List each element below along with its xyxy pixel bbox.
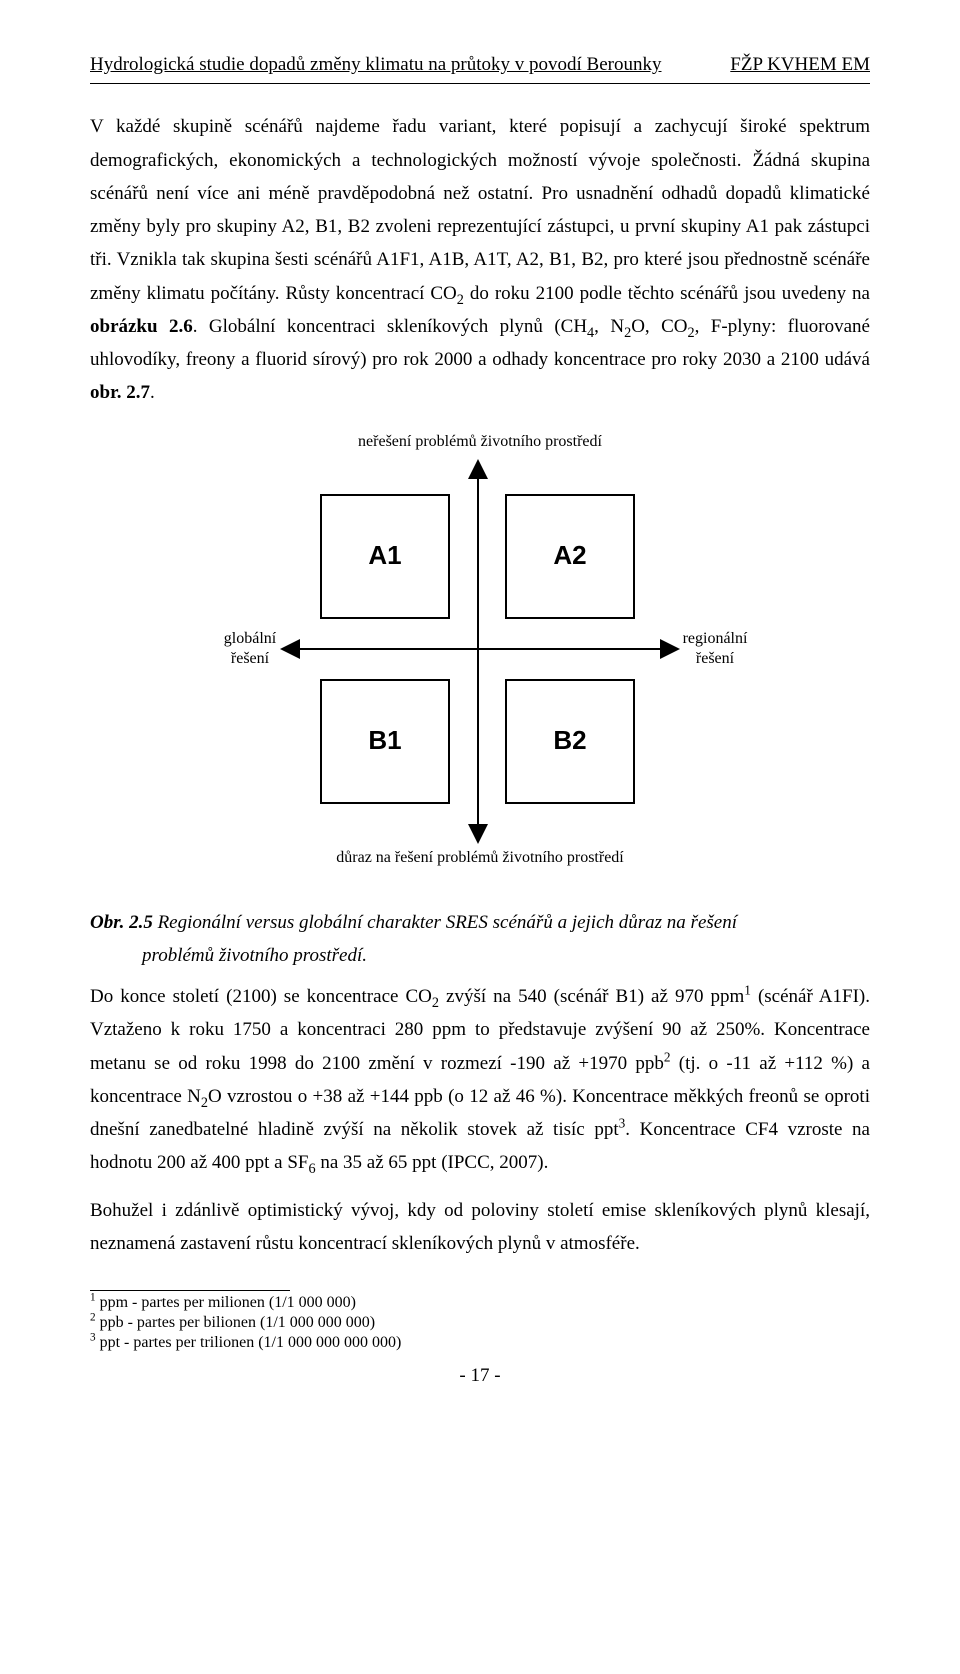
header-left: Hydrologická studie dopadů změny klimatu…	[90, 48, 661, 81]
footnote-2-text: ppb - partes per bilionen (1/1 000 000 0…	[96, 1314, 376, 1331]
footnote-1: 1 ppm - partes per milionen (1/1 000 000…	[90, 1293, 870, 1313]
box-a2: A2	[505, 494, 635, 619]
caption-text-a: Regionální versus globální charakter SRE…	[153, 912, 737, 933]
sub-2: 2	[457, 291, 464, 307]
sub-2e: 2	[201, 1095, 208, 1111]
sub-2c: 2	[688, 325, 695, 341]
sub-2d: 2	[432, 995, 439, 1011]
p1-text-b: do roku 2100 podle těchto scénářů jsou u…	[464, 283, 870, 304]
p1-bold-ref2: obr. 2.7	[90, 382, 150, 403]
caption-label: Obr. 2.5	[90, 912, 153, 933]
footnote-separator	[90, 1290, 290, 1291]
sres-diagram: neřešení problémů životního prostředí dů…	[220, 424, 740, 884]
box-b2: B2	[505, 679, 635, 804]
p1-bold-ref: obrázku 2.6	[90, 316, 193, 337]
page: Hydrologická studie dopadů změny klimatu…	[0, 0, 960, 1432]
footnote-3-text: ppt - partes per trilionen (1/1 000 000 …	[96, 1334, 402, 1351]
diagram-label-top: neřešení problémů životního prostředí	[220, 432, 740, 453]
paragraph-3: Bohužel i zdánlivě optimistický vývoj, k…	[90, 1194, 870, 1261]
p1-text-c: . Globální koncentraci skleníkových plyn…	[193, 316, 587, 337]
footnote-2: 2 ppb - partes per bilionen (1/1 000 000…	[90, 1313, 870, 1333]
sub-6: 6	[309, 1161, 316, 1177]
p2-text-a: Do konce století (2100) se koncentrace C…	[90, 986, 432, 1007]
paragraph-2: Do konce století (2100) se koncentrace C…	[90, 980, 870, 1180]
footnote-1-text: ppm - partes per milionen (1/1 000 000)	[96, 1294, 356, 1311]
footref-1: 1	[744, 983, 751, 998]
footnote-3: 3 ppt - partes per trilionen (1/1 000 00…	[90, 1333, 870, 1353]
box-b1: B1	[320, 679, 450, 804]
diagram-label-right: regionální řešení	[670, 629, 760, 671]
figure-caption: Obr. 2.5 Regionální versus globální char…	[90, 906, 870, 973]
p2-text-g: na 35 až 65 ppt (IPCC, 2007).	[316, 1152, 549, 1173]
page-number: - 17 -	[90, 1359, 870, 1392]
running-header: Hydrologická studie dopadů změny klimatu…	[90, 48, 870, 84]
footnotes: 1 ppm - partes per milionen (1/1 000 000…	[90, 1293, 870, 1353]
p1-text-d: , N	[594, 316, 624, 337]
paragraph-1: V každé skupině scénářů najdeme řadu var…	[90, 110, 870, 409]
diagram-label-left: globální řešení	[210, 629, 290, 671]
p2-text-b: zvýší na 540 (scénář B1) až 970 ppm	[439, 986, 744, 1007]
diagram-label-bottom: důraz na řešení problémů životního prost…	[220, 848, 740, 869]
box-a1: A1	[320, 494, 450, 619]
p1-text-a: V každé skupině scénářů najdeme řadu var…	[90, 116, 870, 303]
footref-2: 2	[664, 1049, 671, 1064]
p1-text-e: O, CO	[631, 316, 687, 337]
caption-text-b: problémů životního prostředí.	[90, 939, 870, 972]
p1-text-g: .	[150, 382, 155, 403]
diagram-arrows	[220, 424, 740, 884]
header-right: FŽP KVHEM EM	[730, 48, 870, 81]
